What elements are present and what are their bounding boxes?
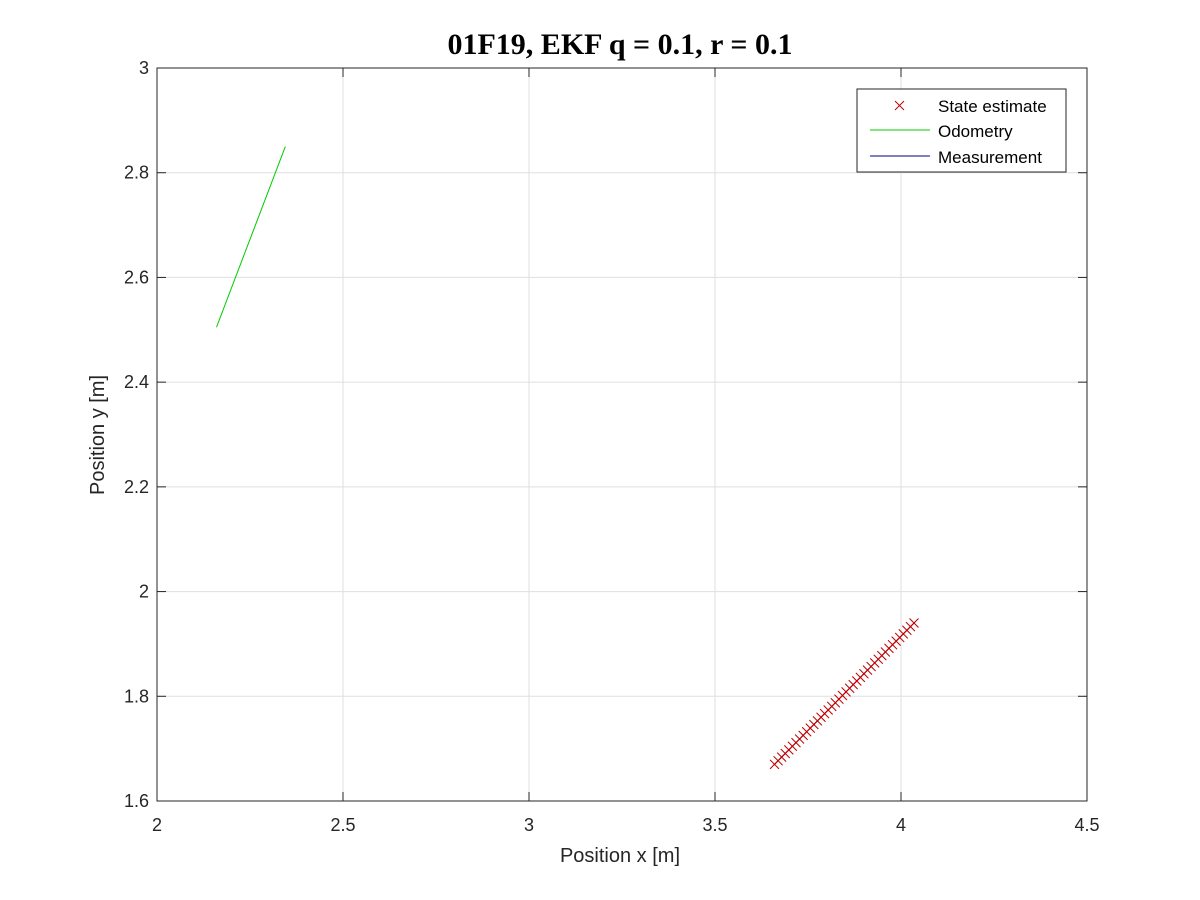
- legend-label-state-estimate: State estimate: [938, 97, 1047, 116]
- axes-box: [156, 67, 1088, 802]
- x-tick-label: 3: [524, 815, 534, 835]
- legend: State estimate Odometry Measurement: [856, 88, 1067, 173]
- y-tick-label: 2.2: [124, 477, 149, 497]
- y-tick-label: 1.8: [124, 686, 149, 706]
- x-tick-label: 2: [152, 815, 162, 835]
- x-tick-label: 4.5: [1074, 815, 1099, 835]
- chart-title: 01F19, EKF q = 0.1, r = 0.1: [447, 28, 792, 61]
- x-tick-label: 2.5: [330, 815, 355, 835]
- legend-label-odometry: Odometry: [938, 122, 1013, 141]
- ticks: [156, 67, 1088, 802]
- x-axis-label: Position x [m]: [560, 845, 680, 867]
- state-estimate-series: [769, 618, 919, 770]
- legend-label-measurement: Measurement: [938, 148, 1042, 167]
- y-tick-label: 1.6: [124, 791, 149, 811]
- odometry-series: [216, 146, 286, 328]
- grid: [157, 68, 1087, 801]
- y-tick-label: 3: [139, 58, 149, 78]
- tick-labels: 2 2.5 3 3.5 4 4.5 1.6 1.8 2 2.2 2.4 2.6 2.8 3: [124, 58, 1100, 835]
- plot-area: [157, 68, 1087, 801]
- x-tick-label: 4: [896, 815, 906, 835]
- x-tick-label: 3.5: [702, 815, 727, 835]
- odometry-line: [216, 146, 286, 328]
- y-tick-label: 2.6: [124, 267, 149, 287]
- y-tick-label: 2: [139, 582, 149, 602]
- state-estimate-marker-stroke: [909, 618, 919, 628]
- y-tick-label: 2.4: [124, 372, 149, 392]
- legend-marker-state-estimate: [894, 100, 905, 111]
- y-tick-label: 2.8: [124, 163, 149, 183]
- y-axis-label: Position y [m]: [87, 375, 109, 495]
- state-estimate-marker: [909, 618, 919, 628]
